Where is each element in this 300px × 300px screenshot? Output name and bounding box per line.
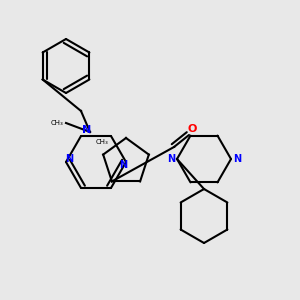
Text: N: N <box>119 160 127 170</box>
Text: N: N <box>82 125 91 136</box>
Text: CH₃: CH₃ <box>96 139 108 145</box>
Text: O: O <box>187 124 197 134</box>
Text: N: N <box>233 154 241 164</box>
Text: N: N <box>65 154 73 164</box>
Text: CH₃: CH₃ <box>51 120 63 126</box>
Text: N: N <box>167 154 175 164</box>
